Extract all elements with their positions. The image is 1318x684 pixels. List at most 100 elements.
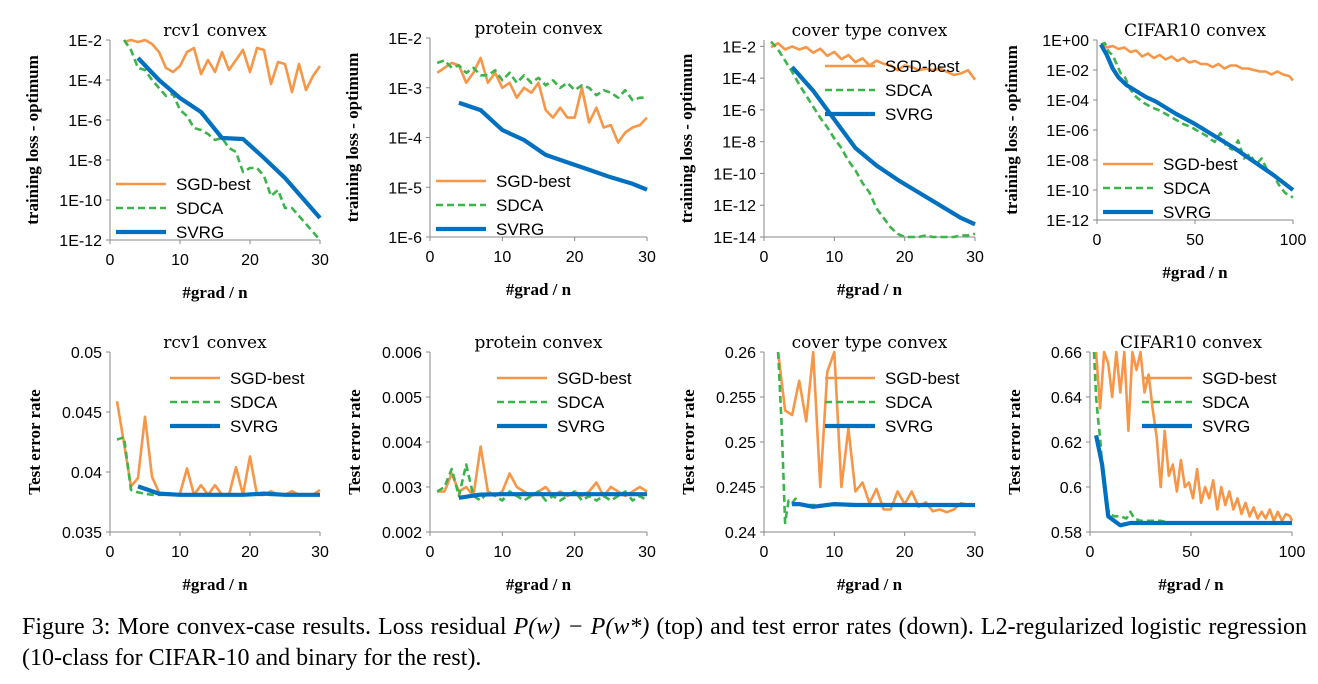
x-tick-label: 10 <box>171 252 189 269</box>
x-tick-label: 0 <box>106 544 115 561</box>
series-line-svrg <box>458 492 647 500</box>
series-line-svrg <box>137 484 320 497</box>
legend-label-sgd: SGD-best <box>885 369 960 388</box>
y-tick-label: 0.25 <box>725 435 756 452</box>
y-tick-label: 1E-2 <box>388 31 422 48</box>
x-tick-label: 10 <box>493 249 511 266</box>
x-tick-label: 50 <box>1186 232 1204 249</box>
panel-title: cover type convex <box>792 21 948 41</box>
panel-1: rcv1 convex 1E-2 1E-4 1E-6 1E-8 1E-10 1E-120 10… <box>23 21 329 302</box>
x-tick-label: 20 <box>241 252 259 269</box>
legend-label-sdca: SDCA <box>557 393 605 412</box>
series-line-sgd <box>115 400 321 497</box>
panel-3: cover type convex 1E-2 1E-4 1E-6 1E-8 1E-10 1E… <box>677 21 984 299</box>
series-line-svrg <box>1099 43 1295 192</box>
series-line-svrg <box>790 65 976 227</box>
x-tick-label: 30 <box>966 544 984 561</box>
y-tick-label: 1E-4 <box>388 131 422 148</box>
y-tick-label: 0.66 <box>1051 345 1082 362</box>
y-tick-label: 0.64 <box>1051 390 1082 407</box>
figure-caption: Figure 3: More convex-case results. Loss… <box>22 612 1307 674</box>
y-tick-label: 1E-12 <box>59 233 102 250</box>
y-tick-label: 1E-06 <box>1046 123 1089 140</box>
x-axis-title: #grad / n <box>1158 575 1224 594</box>
legend-label-sdca: SDCA <box>1202 393 1250 412</box>
legend-label-sgd: SGD-best <box>230 369 305 388</box>
series-line-sgd <box>1100 43 1294 82</box>
y-tick-label: 1E-12 <box>1046 213 1089 230</box>
y-tick-label: 0.045 <box>62 405 102 422</box>
panel-title: rcv1 convex <box>163 333 267 353</box>
y-tick-label: 1E-2 <box>722 39 756 56</box>
x-tick-label: 20 <box>241 544 259 561</box>
y-tick-label: 0.002 <box>382 525 422 542</box>
x-tick-label: 20 <box>896 544 914 561</box>
x-axis-title: #grad / n <box>837 280 903 299</box>
y-tick-label: 1E-04 <box>1046 93 1089 110</box>
x-tick-label: 0 <box>1086 544 1095 561</box>
y-tick-label: 0.62 <box>1051 435 1082 452</box>
legend-label-sgd: SGD-best <box>496 172 571 191</box>
series-line-sgd <box>770 41 977 81</box>
y-tick-label: 0.255 <box>716 390 756 407</box>
series-line-svrg <box>1094 434 1292 528</box>
caption-suffix: (top) and test error rates (down). L2-re… <box>22 614 1308 671</box>
y-tick-label: 1E-4 <box>68 73 102 90</box>
series-line-sgd <box>776 350 975 514</box>
series-line-sdca <box>1100 41 1294 199</box>
y-tick-label: 0.6 <box>1060 480 1082 497</box>
x-tick-label: 0 <box>1093 232 1102 249</box>
legend-label-sgd: SGD-best <box>885 57 960 76</box>
legend-label-sgd: SGD-best <box>1163 155 1238 174</box>
x-tick-label: 30 <box>311 544 329 561</box>
x-tick-label: 0 <box>760 249 769 266</box>
legend-label-svrg: SVRG <box>496 220 544 239</box>
x-tick-label: 50 <box>1182 544 1200 561</box>
legend-label-sdca: SDCA <box>176 199 224 218</box>
y-tick-label: 1E-10 <box>713 166 756 183</box>
series-line-sgd <box>436 56 648 144</box>
y-tick-label: 0.005 <box>382 390 422 407</box>
y-tick-label: 1E-08 <box>1046 153 1089 170</box>
x-tick-label: 0 <box>760 544 769 561</box>
legend-label-sdca: SDCA <box>885 393 933 412</box>
legend-label-sgd: SGD-best <box>1202 369 1277 388</box>
caption-prefix: Figure 3: More convex-case results. Loss… <box>22 614 514 640</box>
legend-label-sdca: SDCA <box>496 196 544 215</box>
caption-math: P(w) − P(w*) <box>513 614 650 640</box>
legend-label-svrg: SVRG <box>557 417 605 436</box>
y-tick-label: 0.04 <box>71 465 102 482</box>
y-tick-label: 0.003 <box>382 480 422 497</box>
y-tick-label: 1E-4 <box>722 71 756 88</box>
panel-title: CIFAR10 convex <box>1120 333 1263 353</box>
x-tick-label: 10 <box>825 249 843 266</box>
y-axis-title: Test error rate <box>345 389 364 495</box>
series-line-svrg <box>792 502 975 509</box>
series-line-svrg <box>458 100 648 192</box>
x-tick-label: 10 <box>493 544 511 561</box>
y-axis-title: Test error rate <box>1005 389 1024 495</box>
legend-label-svrg: SVRG <box>885 105 933 124</box>
panel-2: protein convex 1E-2 1E-3 1E-4 1E-5 1E-60 10 20 3… <box>343 19 656 299</box>
x-axis-title: #grad / n <box>182 283 248 302</box>
y-tick-label: 1E-6 <box>722 103 756 120</box>
y-tick-label: 1E-6 <box>388 230 422 247</box>
legend-label-svrg: SVRG <box>176 223 224 242</box>
y-tick-label: 0.26 <box>725 345 756 362</box>
legend-label-sgd: SGD-best <box>557 369 632 388</box>
series-line-sgd <box>123 38 322 94</box>
y-tick-label: 1E-02 <box>1046 63 1089 80</box>
y-tick-label: 1E-2 <box>68 33 102 50</box>
series-line-sgd <box>1094 350 1294 523</box>
y-tick-label: 1E-14 <box>713 230 756 247</box>
legend-label-svrg: SVRG <box>1202 417 1250 436</box>
y-tick-label: 0.58 <box>1051 525 1082 542</box>
x-axis-title: #grad / n <box>1162 263 1228 282</box>
panel-6: protein convex 0.006 0.005 0.004 0.003 0.0020… <box>345 333 656 594</box>
y-tick-label: 0.035 <box>62 525 102 542</box>
panel-4: CIFAR10 convex 1E+00 1E-02 1E-04 1E-06 1E-08 1… <box>1002 21 1306 282</box>
legend-label-sgd: SGD-best <box>176 175 251 194</box>
x-tick-label: 30 <box>638 544 656 561</box>
legend-label-sdca: SDCA <box>230 393 278 412</box>
